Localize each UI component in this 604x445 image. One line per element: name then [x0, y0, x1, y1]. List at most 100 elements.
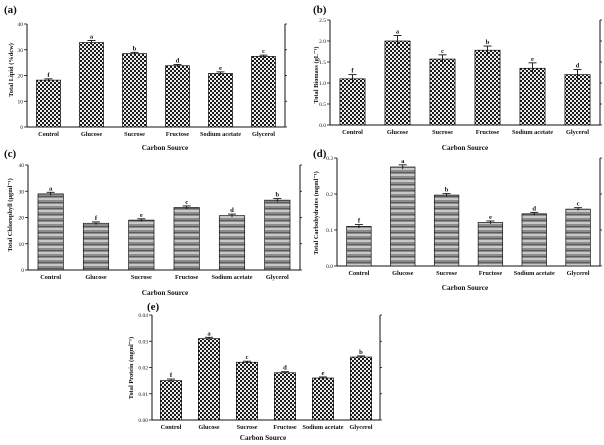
panel-d-ylabel: Total Carbohydrates (mgml⁻¹): [313, 171, 320, 255]
x-tick-label: Sucrose: [432, 129, 453, 136]
bar: [346, 226, 372, 267]
panel-d-plot: 0.0 0.1 0.2 0.3 f Control a Glucose b Sucrose e Fru…: [326, 156, 602, 277]
bar: [477, 222, 504, 267]
y-tick-label: 0.01: [138, 392, 148, 398]
bar: [274, 372, 296, 421]
y-tick-label: 0.03: [138, 339, 148, 345]
x-tick-label: Control: [342, 129, 363, 136]
y-tick-label: 20: [19, 216, 25, 222]
bar: [122, 53, 147, 128]
panel-e-ylabel: Total Protein (mgml⁻¹): [128, 337, 135, 399]
bar: [128, 219, 155, 271]
bar: [565, 208, 591, 267]
bar: [474, 49, 501, 126]
significance-letter: f: [351, 68, 354, 75]
significance-letter: f: [170, 372, 173, 379]
significance-letter: b: [133, 45, 137, 52]
significance-letter: e: [219, 65, 222, 72]
x-tick-label: Fructose: [273, 424, 297, 431]
bar: [198, 338, 220, 421]
y-tick-label: 20: [18, 74, 24, 80]
y-tick-label: 30: [19, 189, 25, 195]
bar: [564, 74, 591, 126]
x-tick-label: Sucrose: [131, 274, 152, 281]
bar: [264, 199, 291, 271]
x-tick-label: Control: [161, 424, 182, 431]
x-tick-label: Glucose: [198, 424, 220, 431]
significance-letter: d: [532, 205, 536, 212]
significance-letter: d: [576, 63, 580, 70]
significance-letter: f: [47, 72, 50, 79]
panel-e-tag: (e): [147, 301, 160, 313]
bar: [173, 207, 200, 271]
x-tick-label: Sodium acetate: [302, 424, 343, 431]
x-tick-label: Sucrose: [436, 270, 457, 277]
significance-letter: e: [140, 212, 143, 219]
y-tick-label: 40: [18, 22, 24, 28]
panel-d-xlabel: Carbon Source: [442, 284, 488, 292]
bar: [37, 193, 64, 271]
panel-a-tag: (a): [4, 4, 17, 16]
y-tick-label: 1.5: [319, 60, 326, 66]
significance-letter: c: [262, 48, 265, 55]
significance-letter: b: [359, 349, 363, 356]
bar: [79, 42, 104, 128]
bar: [208, 73, 233, 128]
significance-letter: f: [95, 215, 98, 222]
y-tick-label: 0.0: [319, 123, 326, 129]
significance-letter: d: [283, 365, 287, 372]
bar: [521, 213, 547, 267]
y-tick-label: 0.04: [138, 313, 148, 319]
significance-letter: a: [401, 158, 405, 165]
x-tick-label: Sucrose: [237, 424, 258, 431]
x-tick-label: Sucrose: [124, 131, 145, 138]
x-tick-label: Glycerol: [566, 129, 589, 136]
significance-letter: d: [230, 207, 234, 214]
y-tick-label: 0.3: [326, 156, 333, 162]
x-tick-label: Glycerol: [252, 131, 275, 138]
bar: [312, 377, 334, 421]
y-tick-label: 0.02: [138, 366, 148, 372]
x-tick-label: Glycerol: [567, 270, 590, 277]
bar: [236, 361, 258, 421]
panel-a-plot: 0 10 20 30 40 f Control a Glucose b Sucrose d Fructo…: [18, 22, 287, 138]
significance-letter: e: [322, 370, 325, 377]
bar: [165, 65, 190, 128]
significance-letter: c: [185, 199, 188, 206]
significance-letter: e: [531, 56, 534, 63]
panel-b-xlabel: Carbon Source: [442, 144, 488, 152]
bar: [36, 79, 61, 128]
significance-letter: e: [489, 214, 492, 221]
significance-letter: c: [246, 354, 249, 361]
bar: [339, 78, 366, 126]
y-tick-label: 40: [19, 163, 25, 169]
y-tick-label: 1.0: [319, 81, 326, 87]
x-tick-label: Control: [40, 274, 61, 281]
y-tick-label: 0.0: [326, 264, 333, 270]
significance-letter: a: [90, 33, 94, 40]
bar: [519, 67, 546, 126]
panel-c-xlabel: Carbon Source: [142, 289, 188, 297]
y-tick-label: 10: [18, 99, 24, 105]
x-tick-label: Sodium acetate: [514, 270, 555, 277]
x-tick-label: Glycerol: [350, 424, 373, 431]
bar: [160, 380, 182, 421]
panel-c: (c) Carbon Source Total Chlorophyll (μgm…: [4, 148, 302, 297]
bar: [384, 40, 411, 126]
significance-letter: c: [441, 48, 444, 55]
panel-c-plot: 0 10 20 30 40 a Control f Glucose e Sucrose c Fructo…: [19, 163, 302, 281]
panel-a-xlabel: Carbon Source: [142, 144, 188, 152]
significance-letter: c: [577, 201, 580, 208]
panel-c-tag: (c): [4, 148, 17, 160]
y-tick-label: 2.0: [319, 39, 326, 45]
x-tick-label: Sodium acetate: [512, 129, 553, 136]
x-tick-label: Control: [348, 270, 369, 277]
significance-letter: a: [207, 330, 211, 337]
y-tick-label: 0.5: [319, 102, 326, 108]
y-tick-label: 0.1: [326, 228, 333, 234]
x-tick-label: Glucose: [85, 274, 107, 281]
panel-d-tag: (d): [313, 148, 327, 160]
panel-b-ylabel: Total Biomass (gL⁻¹): [313, 47, 320, 104]
